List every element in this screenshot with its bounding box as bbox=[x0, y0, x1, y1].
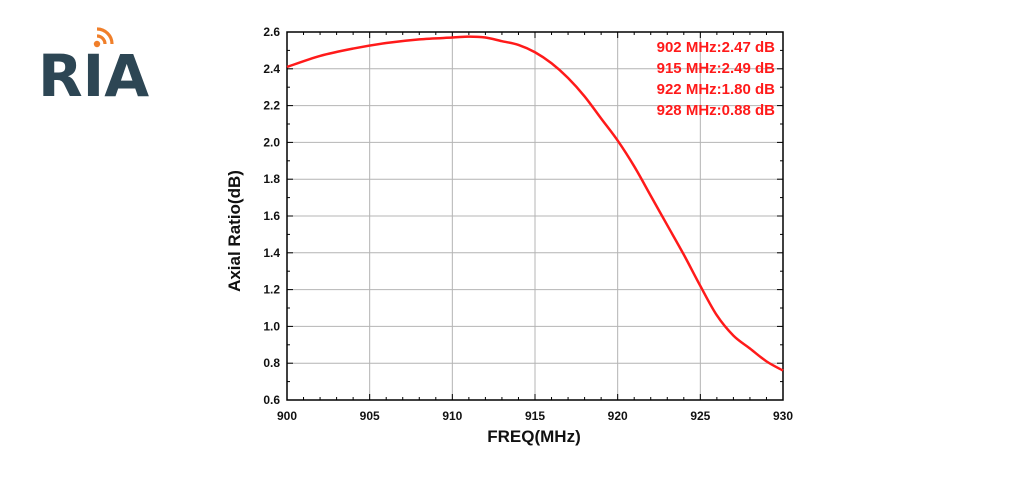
x-tick-label: 920 bbox=[608, 409, 628, 423]
annotation-label: 902 MHz:2.47 dB bbox=[657, 39, 776, 56]
annotation-label: 928 MHz:0.88 dB bbox=[657, 102, 776, 119]
x-tick-label: 910 bbox=[442, 409, 462, 423]
x-axis-ticks: 900 905 910 915 920 925 930 bbox=[277, 409, 793, 423]
annotation-label: 922 MHz:1.80 dB bbox=[657, 81, 776, 98]
x-axis-label: FREQ(MHz) bbox=[487, 427, 580, 446]
y-axis-label: Axial Ratio(dB) bbox=[225, 170, 244, 292]
frequency-annotations: 902 MHz:2.47 dB 915 MHz:2.49 dB 922 MHz:1.… bbox=[657, 39, 776, 119]
y-tick-label: 0.6 bbox=[263, 393, 280, 407]
x-tick-label: 905 bbox=[360, 409, 380, 423]
y-tick-label: 1.4 bbox=[263, 246, 280, 260]
data-series bbox=[286, 35, 784, 372]
y-tick-label: 0.8 bbox=[263, 356, 280, 370]
axial-ratio-curve bbox=[286, 35, 784, 372]
x-tick-label: 925 bbox=[690, 409, 710, 423]
plot-frame bbox=[286, 31, 784, 401]
y-tick-label: 1.6 bbox=[263, 209, 280, 223]
y-tick-label: 1.0 bbox=[263, 319, 280, 333]
x-tick-label: 915 bbox=[525, 409, 545, 423]
y-tick-label: 1.8 bbox=[263, 172, 280, 186]
x-tick-label: 930 bbox=[773, 409, 793, 423]
y-tick-label: 2.2 bbox=[263, 99, 280, 113]
x-tick-label: 900 bbox=[277, 409, 297, 423]
wifi-signal-icon bbox=[93, 27, 114, 48]
chart-grid bbox=[287, 32, 783, 400]
y-tick-label: 2.4 bbox=[263, 62, 280, 76]
y-tick-label: 2.0 bbox=[263, 135, 280, 149]
y-tick-label: 2.6 bbox=[263, 25, 280, 39]
logo-text: RIA bbox=[38, 42, 149, 110]
ria-logo: RIA bbox=[38, 27, 149, 110]
y-tick-label: 1.2 bbox=[263, 283, 280, 297]
annotation-label: 915 MHz:2.49 dB bbox=[657, 60, 776, 77]
y-axis-ticks: 0.6 0.8 1.0 1.2 1.4 1.6 1.8 2.0 2.2 2.4 2.6 bbox=[263, 25, 280, 407]
